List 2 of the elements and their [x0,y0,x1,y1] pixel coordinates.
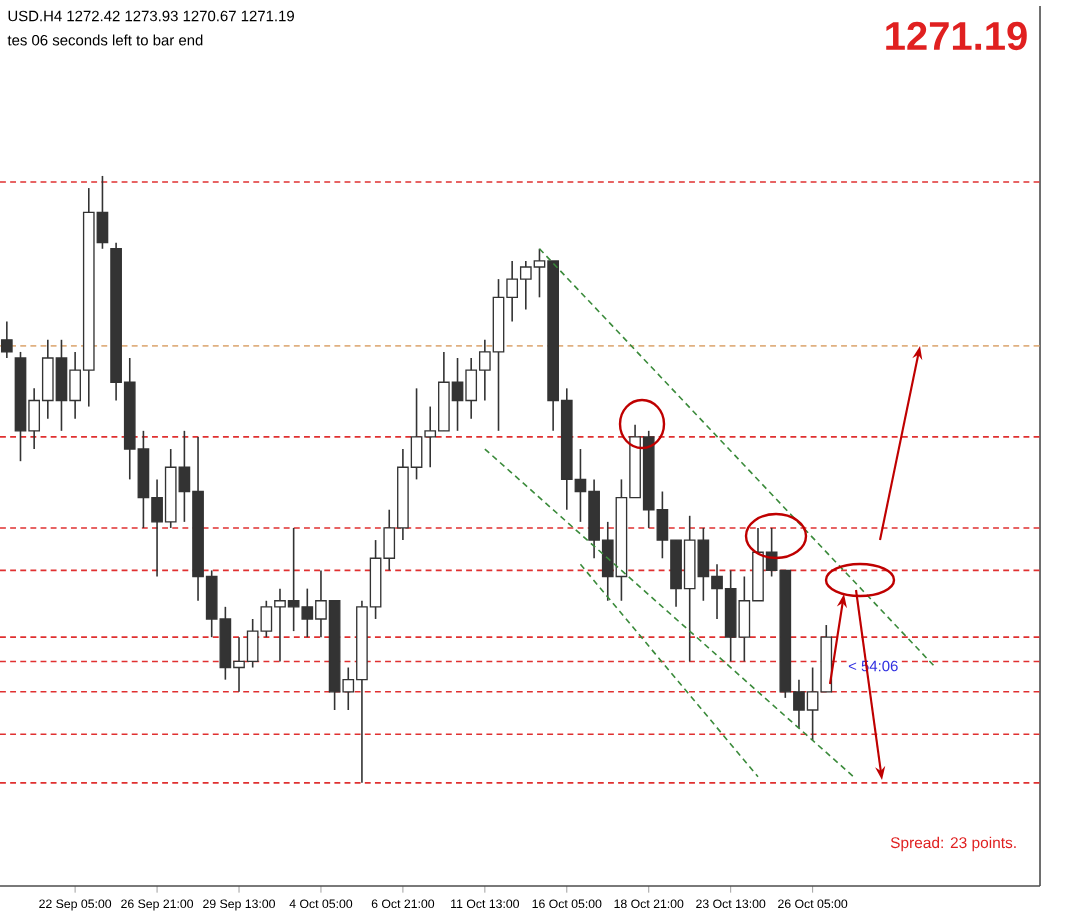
candlestick [0,320,13,359]
text: 1271.19 [886,21,1027,51]
